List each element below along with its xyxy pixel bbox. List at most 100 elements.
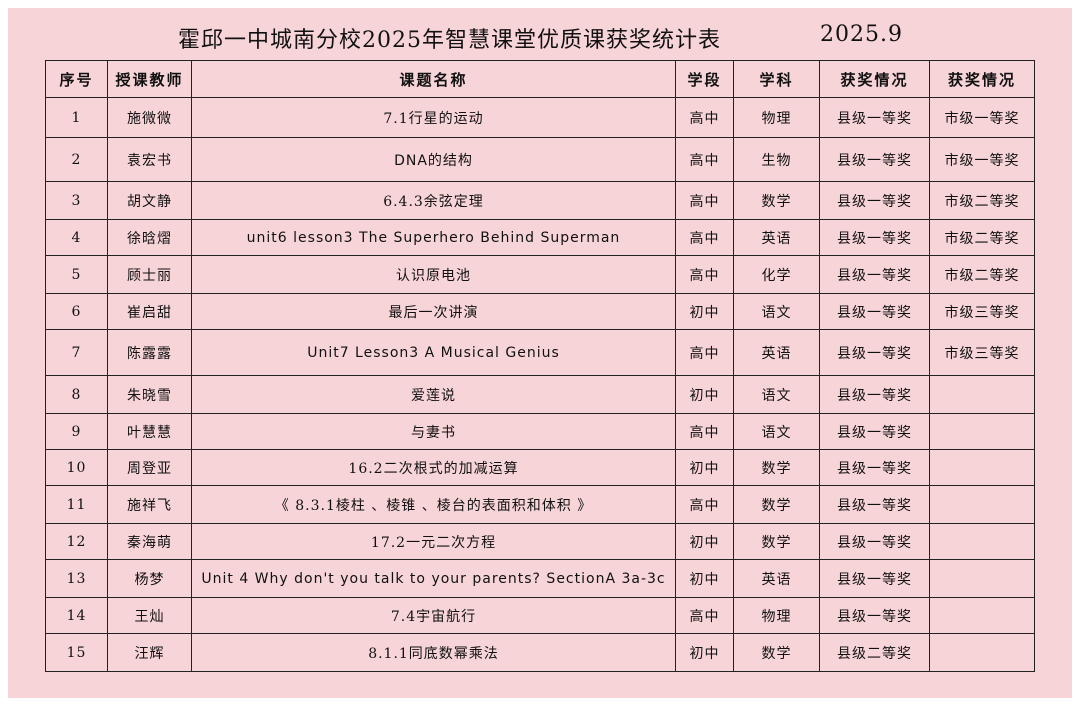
column-header-topic: 课题名称 [191, 60, 676, 98]
cell-topic: 16.2二次根式的加减运算 [191, 449, 676, 486]
page-title: 霍邱一中城南分校2025年智慧课堂优质课获奖统计表 [178, 28, 721, 53]
cell-county-award: 县级一等奖 [819, 413, 930, 450]
cell-no: 8 [45, 375, 108, 414]
cell-teacher: 袁宏书 [107, 137, 192, 182]
table-row: 4 徐晗熠 unit6 lesson3 The Superhero Behind S… [45, 219, 1035, 256]
page-date: 2025.9 [820, 22, 903, 47]
cell-subject: 生物 [733, 137, 820, 182]
cell-no: 14 [45, 597, 108, 634]
cell-subject: 数学 [733, 523, 820, 560]
cell-topic: 与妻书 [191, 413, 676, 450]
cell-no: 7 [45, 329, 108, 376]
cell-city-award: 市级一等奖 [929, 137, 1035, 182]
cell-county-award: 县级一等奖 [819, 97, 930, 138]
cell-teacher: 徐晗熠 [107, 219, 192, 256]
cell-level: 高中 [675, 219, 734, 256]
cell-subject: 数学 [733, 181, 820, 220]
cell-county-award: 县级一等奖 [819, 523, 930, 560]
cell-county-award: 县级一等奖 [819, 449, 930, 486]
cell-county-award: 县级一等奖 [819, 559, 930, 598]
table-row: 6 崔启甜 最后一次讲演 初中 语文 县级一等奖 市级三等奖 [45, 293, 1035, 330]
table-row: 12 秦海萌 17.2一元二次方程 初中 数学 县级一等奖 [45, 523, 1035, 560]
table-row: 3 胡文静 6.4.3余弦定理 高中 数学 县级一等奖 市级二等奖 [45, 181, 1035, 220]
cell-county-award: 县级一等奖 [819, 181, 930, 220]
table-row: 1 施微微 7.1行星的运动 高中 物理 县级一等奖 市级一等奖 [45, 97, 1035, 138]
cell-county-award: 县级一等奖 [819, 293, 930, 330]
cell-level: 高中 [675, 255, 734, 294]
cell-city-award [929, 485, 1035, 524]
cell-topic: 7.4宇宙航行 [191, 597, 676, 634]
cell-subject: 数学 [733, 633, 820, 672]
cell-level: 初中 [675, 523, 734, 560]
cell-subject: 数学 [733, 449, 820, 486]
cell-level: 初中 [675, 375, 734, 414]
cell-topic: 6.4.3余弦定理 [191, 181, 676, 220]
table-row: 2 袁宏书 DNA的结构 高中 生物 县级一等奖 市级一等奖 [45, 137, 1035, 182]
column-header-teacher: 授课教师 [107, 60, 192, 98]
cell-no: 6 [45, 293, 108, 330]
table-row: 8 朱晓雪 爱莲说 初中 语文 县级一等奖 [45, 375, 1035, 414]
cell-county-award: 县级一等奖 [819, 485, 930, 524]
cell-city-award [929, 597, 1035, 634]
cell-level: 初中 [675, 633, 734, 672]
award-sheet: 霍邱一中城南分校2025年智慧课堂优质课获奖统计表 2025.9 序号 授课教师… [8, 8, 1072, 698]
cell-no: 12 [45, 523, 108, 560]
cell-topic: 8.1.1同底数幂乘法 [191, 633, 676, 672]
column-header-no: 序号 [45, 60, 108, 98]
cell-no: 10 [45, 449, 108, 486]
cell-level: 初中 [675, 449, 734, 486]
cell-teacher: 施微微 [107, 97, 192, 138]
cell-city-award: 市级三等奖 [929, 329, 1035, 376]
table-row: 5 顾士丽 认识原电池 高中 化学 县级一等奖 市级二等奖 [45, 255, 1035, 294]
cell-city-award: 市级二等奖 [929, 255, 1035, 294]
table-row: 11 施祥飞《 8.3.1棱柱 、棱锥 、棱台的表面积和体积 》高中 数学 县级一等奖 [45, 485, 1035, 524]
cell-topic: unit6 lesson3 The Superhero Behind Super… [191, 219, 676, 256]
cell-topic: Unit7 Lesson3 A Musical Genius [191, 329, 676, 376]
awards-table: 序号 授课教师 课题名称 学段 学科 获奖情况 获奖情况 1 施微微 7.1行星的运… [45, 60, 1035, 672]
table-row: 7 陈露露 Unit7 Lesson3 A Musical Genius 高中 英语 县级… [45, 329, 1035, 376]
cell-topic: 17.2一元二次方程 [191, 523, 676, 560]
cell-teacher: 王灿 [107, 597, 192, 634]
cell-no: 3 [45, 181, 108, 220]
cell-level: 高中 [675, 181, 734, 220]
cell-subject: 物理 [733, 97, 820, 138]
cell-topic: 《 8.3.1棱柱 、棱锥 、棱台的表面积和体积 》 [191, 485, 676, 524]
cell-level: 高中 [675, 597, 734, 634]
cell-city-award [929, 633, 1035, 672]
cell-subject: 数学 [733, 485, 820, 524]
cell-no: 11 [45, 485, 108, 524]
table-row: 15 汪辉 8.1.1同底数幂乘法 初中 数学 县级二等奖 [45, 633, 1035, 672]
cell-county-award: 县级一等奖 [819, 255, 930, 294]
cell-city-award: 市级三等奖 [929, 293, 1035, 330]
cell-no: 13 [45, 559, 108, 598]
column-header-subject: 学科 [733, 60, 820, 98]
cell-teacher: 陈露露 [107, 329, 192, 376]
cell-teacher: 朱晓雪 [107, 375, 192, 414]
cell-level: 高中 [675, 485, 734, 524]
cell-county-award: 县级一等奖 [819, 329, 930, 376]
cell-no: 5 [45, 255, 108, 294]
cell-level: 初中 [675, 293, 734, 330]
cell-city-award [929, 559, 1035, 598]
table-row: 14 王灿 7.4宇宙航行 高中 物理 县级一等奖 [45, 597, 1035, 634]
cell-teacher: 崔启甜 [107, 293, 192, 330]
cell-no: 2 [45, 137, 108, 182]
cell-county-award: 县级二等奖 [819, 633, 930, 672]
cell-level: 高中 [675, 137, 734, 182]
cell-teacher: 施祥飞 [107, 485, 192, 524]
cell-topic: Unit 4 Why don't you talk to your parent… [191, 559, 676, 598]
cell-subject: 英语 [733, 329, 820, 376]
cell-city-award [929, 375, 1035, 414]
cell-topic: DNA的结构 [191, 137, 676, 182]
cell-county-award: 县级一等奖 [819, 219, 930, 256]
cell-topic: 7.1行星的运动 [191, 97, 676, 138]
cell-teacher: 顾士丽 [107, 255, 192, 294]
cell-subject: 英语 [733, 559, 820, 598]
column-header-city-award: 获奖情况 [929, 60, 1035, 98]
title-row: 霍邱一中城南分校2025年智慧课堂优质课获奖统计表 2025.9 [8, 22, 1072, 58]
cell-teacher: 汪辉 [107, 633, 192, 672]
table-row: 9 叶慧慧 与妻书 高中 语文 县级一等奖 [45, 413, 1035, 450]
cell-teacher: 胡文静 [107, 181, 192, 220]
cell-no: 9 [45, 413, 108, 450]
cell-teacher: 叶慧慧 [107, 413, 192, 450]
